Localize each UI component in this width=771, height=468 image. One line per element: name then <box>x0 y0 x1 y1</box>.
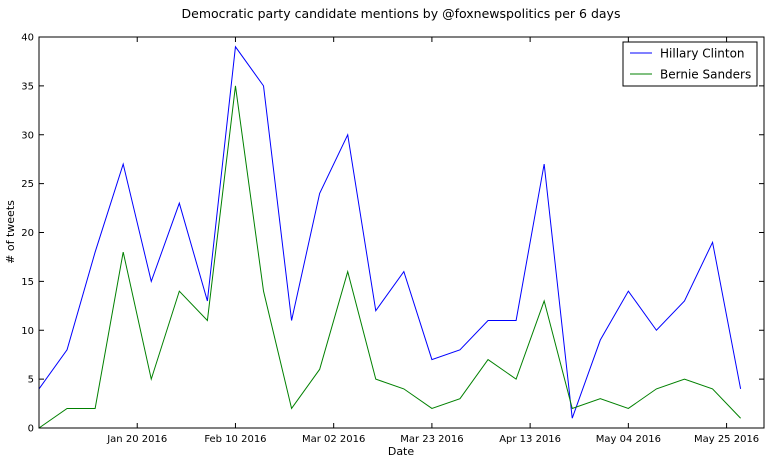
x-tick-label: Feb 10 2016 <box>204 434 266 445</box>
y-tick-label: 20 <box>21 228 34 239</box>
x-tick-label: Mar 02 2016 <box>302 434 365 445</box>
x-tick-label: Jan 20 2016 <box>106 434 167 445</box>
chart-title: Democratic party candidate mentions by @… <box>182 6 621 21</box>
x-tick-label: Mar 23 2016 <box>400 434 463 445</box>
legend-label-bernie-sanders: Bernie Sanders <box>660 68 751 82</box>
x-tick-label: May 04 2016 <box>596 434 661 445</box>
y-tick-label: 5 <box>28 375 34 386</box>
y-tick-label: 40 <box>21 33 34 44</box>
y-tick-label: 15 <box>21 277 34 288</box>
y-tick-label: 25 <box>21 179 34 190</box>
legend-label-hillary-clinton: Hillary Clinton <box>660 47 745 61</box>
y-tick-label: 30 <box>21 130 34 141</box>
axis-ticks: 0 5 10 15 20 25 30 35 40 Jan 20 2016 Feb 10 2016 Ma… <box>21 33 764 445</box>
x-axis-label: Date <box>388 445 415 458</box>
x-tick-label: Apr 13 2016 <box>499 434 561 445</box>
series-lines <box>38 45 742 429</box>
y-tick-label: 10 <box>21 326 34 337</box>
legend-box <box>622 41 758 87</box>
plot-area-frame <box>38 36 765 429</box>
x-tick-label: May 25 2016 <box>694 434 759 445</box>
y-tick-label: 35 <box>21 81 34 92</box>
y-axis-label: # of tweets <box>4 200 17 264</box>
y-tick-label: 0 <box>28 424 34 435</box>
series-line-bernie-sanders <box>38 85 741 429</box>
series-line-hillary-clinton <box>38 45 742 419</box>
legend: Hillary Clinton Bernie Sanders <box>622 41 758 87</box>
